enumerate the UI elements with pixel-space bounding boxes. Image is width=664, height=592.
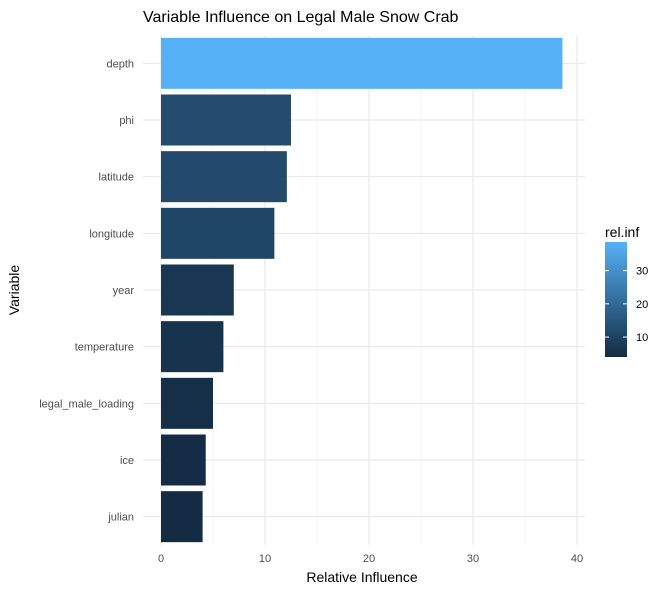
bar-ice — [161, 434, 206, 486]
y-tick-labels: depth phi latitude longitude year temperature… — [39, 58, 134, 523]
x-tick-label: 0 — [158, 553, 164, 565]
x-tick-label: 30 — [467, 553, 479, 565]
x-tick-label: 20 — [363, 553, 375, 565]
legend-colorbar — [605, 242, 627, 357]
y-tick-label: ice — [120, 455, 134, 467]
y-tick-label: longitude — [89, 228, 134, 240]
legend-ticks: 10 20 30 — [605, 266, 648, 344]
bars — [161, 37, 563, 543]
y-tick-label: julian — [107, 512, 134, 524]
bar-julian — [161, 491, 203, 543]
y-tick-label: legal_male_loading — [39, 398, 134, 410]
y-tick-label: year — [113, 285, 135, 297]
bar-phi — [161, 94, 291, 146]
x-tick-label: 40 — [571, 553, 583, 565]
bar-longitude — [161, 207, 275, 259]
bar-year — [161, 264, 234, 316]
x-tick-label: 10 — [259, 553, 271, 565]
x-axis-title: Relative Influence — [306, 569, 418, 585]
bar-depth — [161, 37, 563, 89]
y-tick-label: latitude — [99, 172, 134, 184]
legend: rel.inf 10 20 30 — [605, 224, 648, 357]
y-tick-label: temperature — [75, 342, 134, 354]
chart-title: Variable Influence on Legal Male Snow Cr… — [143, 9, 459, 26]
bar-latitude — [161, 151, 287, 203]
bar-temperature — [161, 321, 224, 373]
y-tick-label: depth — [106, 58, 134, 70]
legend-tick-label: 30 — [636, 266, 648, 278]
y-tick-label: phi — [119, 115, 134, 127]
legend-tick-label: 10 — [636, 332, 648, 344]
legend-tick-label: 20 — [636, 299, 648, 311]
y-axis-title: Variable — [6, 265, 22, 316]
legend-title: rel.inf — [605, 224, 639, 240]
x-tick-labels: 0 10 20 30 40 — [158, 553, 583, 565]
bar-legal_male_loading — [161, 377, 213, 429]
